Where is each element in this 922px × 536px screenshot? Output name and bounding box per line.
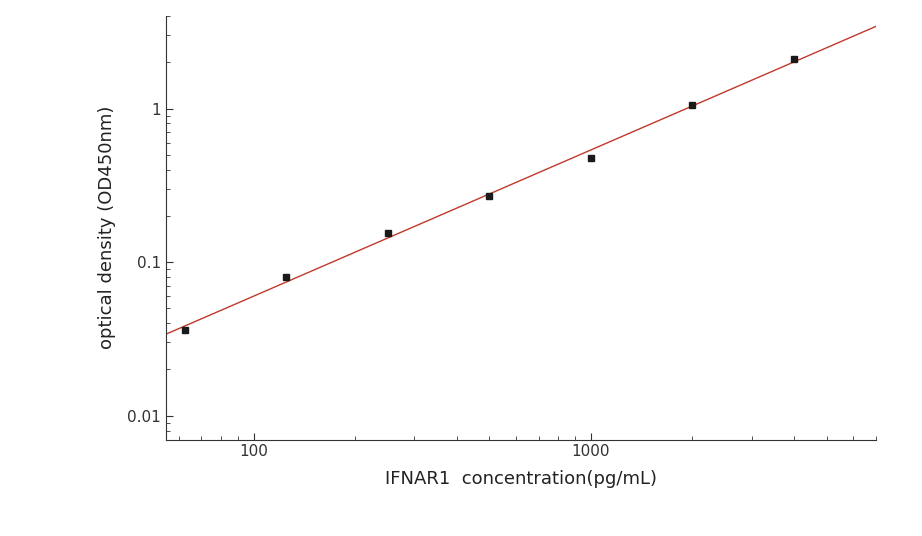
- X-axis label: IFNAR1  concentration(pg/mL): IFNAR1 concentration(pg/mL): [384, 471, 657, 488]
- Y-axis label: optical density (OD450nm): optical density (OD450nm): [99, 106, 116, 349]
